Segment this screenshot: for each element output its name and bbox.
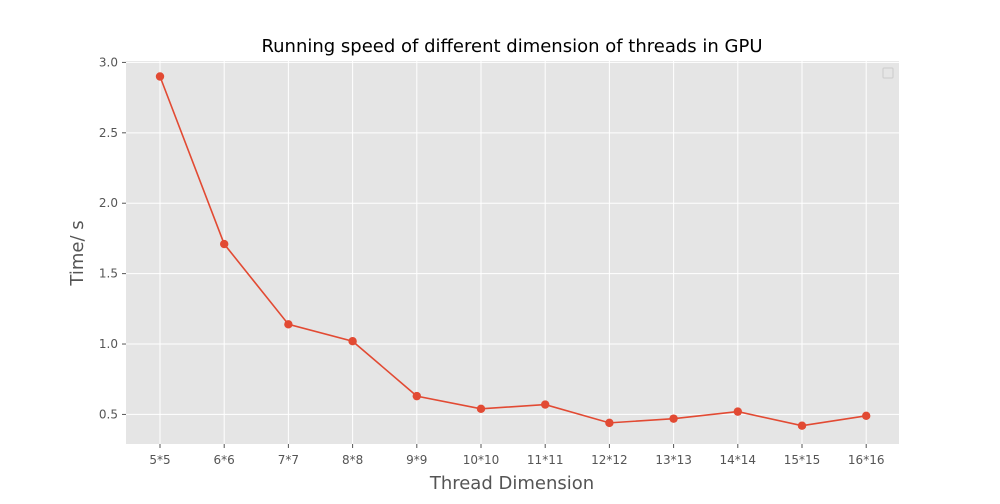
y-tick-label: 3.0	[99, 55, 118, 69]
data-point	[476, 404, 486, 413]
data-point	[348, 337, 357, 346]
plot-background	[126, 61, 899, 444]
x-tick-label: 8*8	[342, 453, 363, 467]
data-point	[669, 414, 678, 423]
data-point	[862, 411, 871, 421]
x-tick-label: 7*7	[278, 453, 299, 467]
data-point	[797, 421, 807, 430]
data-point	[412, 391, 421, 401]
data-point	[541, 400, 550, 409]
x-tick-label: 9*9	[406, 453, 427, 467]
legend-box	[882, 67, 894, 79]
y-tick-label: 2.5	[99, 126, 118, 140]
data-point	[155, 72, 165, 81]
x-tick-label: 15*15	[784, 453, 821, 467]
x-tick-label: 11*11	[527, 453, 564, 467]
x-tick-label: 6*6	[214, 453, 235, 467]
x-tick-label: 10*10	[463, 453, 500, 467]
x-tick-label: 12*12	[591, 453, 628, 467]
series-line	[159, 76, 867, 427]
y-axis-label: Time/ s	[67, 220, 88, 286]
plot-area: 0.5 1.0 1.5 2.0 2.5 3.0 5*5 6*6 7*7 8*8 9*9 10*10 11…	[99, 55, 899, 467]
data-point	[284, 320, 293, 329]
y-tick-label: 1.0	[99, 337, 118, 351]
data-point	[733, 407, 742, 416]
x-tick-label: 16*16	[848, 453, 885, 467]
y-tick-label: 2.0	[99, 196, 118, 210]
chart-title: Running speed of different dimension of …	[261, 36, 762, 57]
x-tick-label: 5*5	[149, 453, 170, 467]
x-axis-label: Thread Dimension	[429, 473, 594, 494]
x-tick-label: 14*14	[720, 453, 757, 467]
data-point	[605, 418, 614, 428]
y-tick-label: 1.5	[99, 267, 118, 281]
y-tick-label: 0.5	[99, 407, 118, 421]
x-tick-label: 13*13	[655, 453, 692, 467]
data-point	[220, 239, 229, 249]
